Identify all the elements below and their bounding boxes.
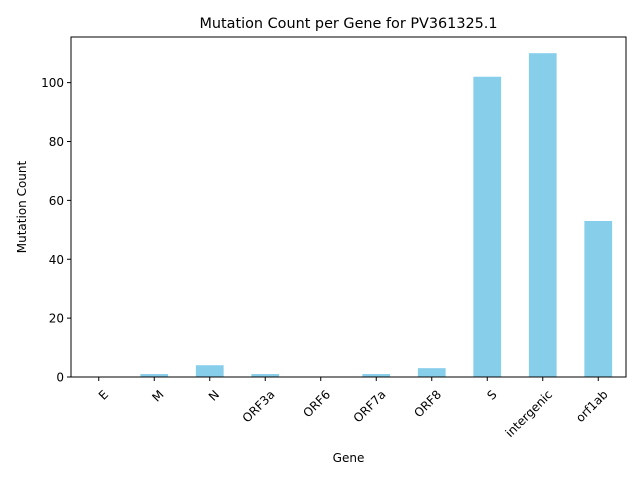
y-tick-label: 100 (41, 76, 64, 90)
bar-n (195, 365, 224, 377)
bar-orf3a (251, 374, 280, 377)
y-tick-label: 40 (49, 253, 64, 267)
bar-orf7a (362, 374, 391, 377)
y-tick-label: 20 (49, 312, 64, 326)
y-axis-label: Mutation Count (15, 160, 29, 253)
chart-title: Mutation Count per Gene for PV361325.1 (199, 16, 497, 32)
bar-intergenic (528, 53, 557, 377)
bar-s (473, 76, 502, 377)
x-axis-label: Gene (333, 451, 365, 465)
y-tick-label: 80 (49, 135, 64, 149)
y-tick-label: 0 (56, 371, 64, 385)
bar-orf8 (417, 368, 446, 377)
y-tick-label: 60 (49, 194, 64, 208)
bar-m (140, 374, 169, 377)
plot-area-frame (70, 36, 627, 378)
bar-orf1ab (584, 220, 613, 377)
bars-group (140, 53, 613, 377)
y-axis-ticks: 0 20 40 60 80 100 (41, 76, 71, 385)
